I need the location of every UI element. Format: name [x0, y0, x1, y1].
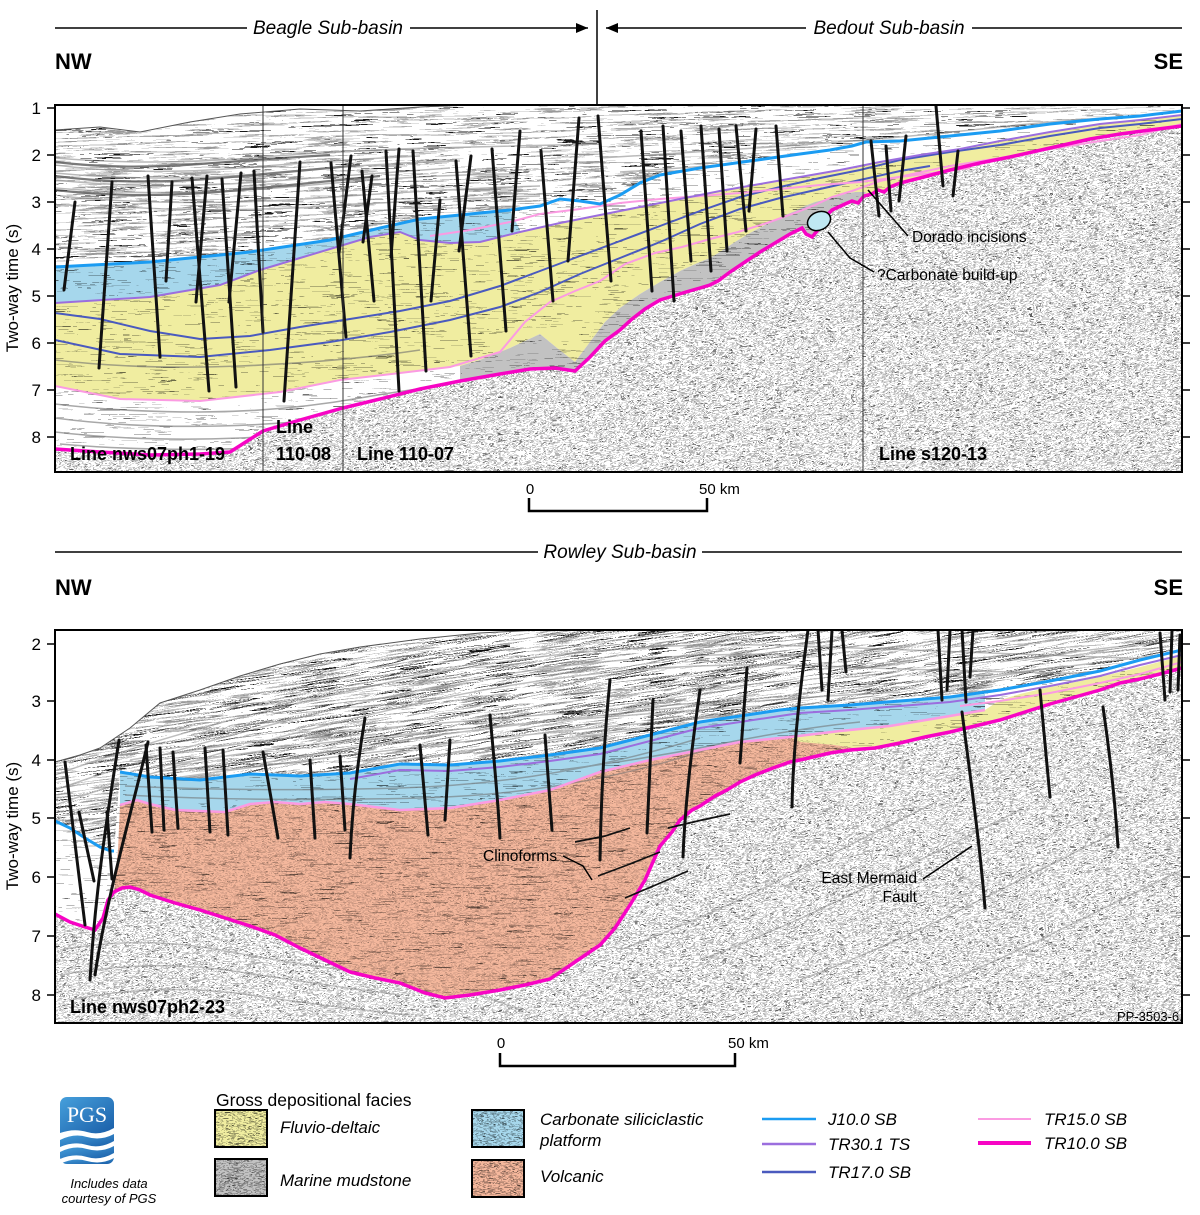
svg-text:6: 6 — [32, 334, 41, 353]
svg-text:Bedout Sub-basin: Bedout Sub-basin — [813, 18, 964, 39]
svg-text:Fault: Fault — [883, 889, 918, 906]
svg-text:PGS: PGS — [67, 1102, 107, 1127]
svg-text:courtesy of PGS: courtesy of PGS — [62, 1191, 157, 1206]
svg-text:110-08: 110-08 — [276, 444, 331, 464]
svg-text:PP-3503-6.: PP-3503-6. — [1117, 1009, 1183, 1024]
svg-text:Line s120-13: Line s120-13 — [879, 444, 987, 464]
svg-text:SE: SE — [1154, 575, 1183, 600]
svg-text:0: 0 — [497, 1035, 505, 1052]
svg-text:3: 3 — [32, 692, 41, 711]
svg-text:5: 5 — [32, 809, 41, 828]
svg-text:Two-way time (s): Two-way time (s) — [3, 762, 22, 890]
svg-text:Rowley Sub-basin: Rowley Sub-basin — [543, 542, 696, 563]
svg-text:Gross depositional facies: Gross depositional facies — [216, 1090, 412, 1110]
svg-text:7: 7 — [32, 927, 41, 946]
svg-text:?Carbonate build-up: ?Carbonate build-up — [877, 267, 1017, 284]
svg-text:4: 4 — [32, 751, 41, 770]
svg-text:8: 8 — [32, 986, 41, 1005]
svg-text:Line nws07ph2-23: Line nws07ph2-23 — [70, 997, 225, 1017]
svg-text:7: 7 — [32, 381, 41, 400]
svg-text:Beagle Sub-basin: Beagle Sub-basin — [253, 18, 403, 39]
svg-text:Volcanic: Volcanic — [540, 1167, 604, 1186]
svg-text:TR15.0 SB: TR15.0 SB — [1044, 1110, 1127, 1129]
svg-text:J10.0 SB: J10.0 SB — [827, 1110, 897, 1129]
svg-text:50 km: 50 km — [699, 481, 740, 498]
svg-text:Line nws07ph1-19: Line nws07ph1-19 — [70, 444, 225, 464]
svg-text:TR30.1 TS: TR30.1 TS — [828, 1135, 911, 1154]
svg-text:5: 5 — [32, 287, 41, 306]
svg-text:2: 2 — [32, 635, 41, 654]
svg-text:4: 4 — [32, 240, 41, 259]
svg-text:platform: platform — [539, 1131, 601, 1150]
svg-text:TR10.0 SB: TR10.0 SB — [1044, 1134, 1127, 1153]
svg-text:0: 0 — [526, 481, 534, 498]
svg-text:NW: NW — [55, 49, 92, 74]
svg-text:TR17.0 SB: TR17.0 SB — [828, 1163, 911, 1182]
svg-text:Line: Line — [276, 417, 313, 437]
svg-text:1: 1 — [32, 99, 41, 118]
svg-text:SE: SE — [1154, 49, 1183, 74]
svg-text:6: 6 — [32, 868, 41, 887]
svg-text:8: 8 — [32, 428, 41, 447]
svg-text:Includes data: Includes data — [70, 1176, 147, 1191]
svg-text:Line 110-07: Line 110-07 — [357, 444, 454, 464]
svg-text:3: 3 — [32, 193, 41, 212]
svg-text:50 km: 50 km — [728, 1035, 769, 1052]
svg-text:Marine mudstone: Marine mudstone — [280, 1171, 411, 1190]
svg-text:Carbonate siliciclastic: Carbonate siliciclastic — [540, 1110, 704, 1129]
svg-text:East Mermaid: East Mermaid — [821, 870, 917, 887]
svg-text:Two-way time (s): Two-way time (s) — [3, 224, 22, 352]
svg-text:NW: NW — [55, 575, 92, 600]
svg-text:Fluvio-deltaic: Fluvio-deltaic — [280, 1118, 381, 1137]
svg-text:Clinoforms: Clinoforms — [483, 848, 557, 865]
svg-text:2: 2 — [32, 146, 41, 165]
svg-text:Dorado incisions: Dorado incisions — [912, 229, 1027, 246]
